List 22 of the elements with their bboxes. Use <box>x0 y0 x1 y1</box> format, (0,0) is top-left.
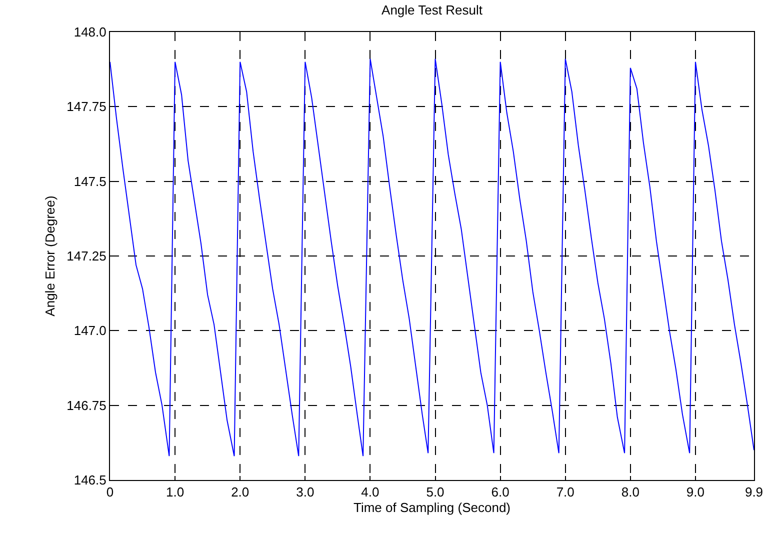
x-tick-label: 7.0 <box>556 484 574 500</box>
y-tick-label: 146.5 <box>74 472 106 488</box>
x-tick-label: 9.0 <box>686 484 704 500</box>
x-axis-title: Time of Sampling (Second) <box>353 500 511 516</box>
chart-title: Angle Test Result <box>382 2 483 18</box>
x-tick-label: 1.0 <box>166 484 184 500</box>
y-tick-label: 148.0 <box>74 24 106 40</box>
y-tick-label: 146.75 <box>66 398 106 413</box>
x-tick-label: 8.0 <box>621 484 640 500</box>
x-tick-label: 2.0 <box>231 484 250 500</box>
x-tick-label: 3.0 <box>296 484 314 500</box>
y-tick-label: 147.25 <box>66 248 106 264</box>
y-tick-label: 147.0 <box>74 323 106 338</box>
line-series <box>110 58 754 457</box>
y-tick-label: 147.5 <box>74 174 106 189</box>
x-tick-label: 9.9 <box>744 484 764 500</box>
x-tick-label: 4.0 <box>361 484 380 500</box>
y-axis-title: Angle Error (Degree) <box>42 196 58 316</box>
x-tick-label: 5.0 <box>426 484 444 500</box>
y-tick-label: 147.75 <box>66 99 106 114</box>
x-tick-label: 0 <box>106 484 114 500</box>
x-tick-label: 6.0 <box>491 484 510 500</box>
